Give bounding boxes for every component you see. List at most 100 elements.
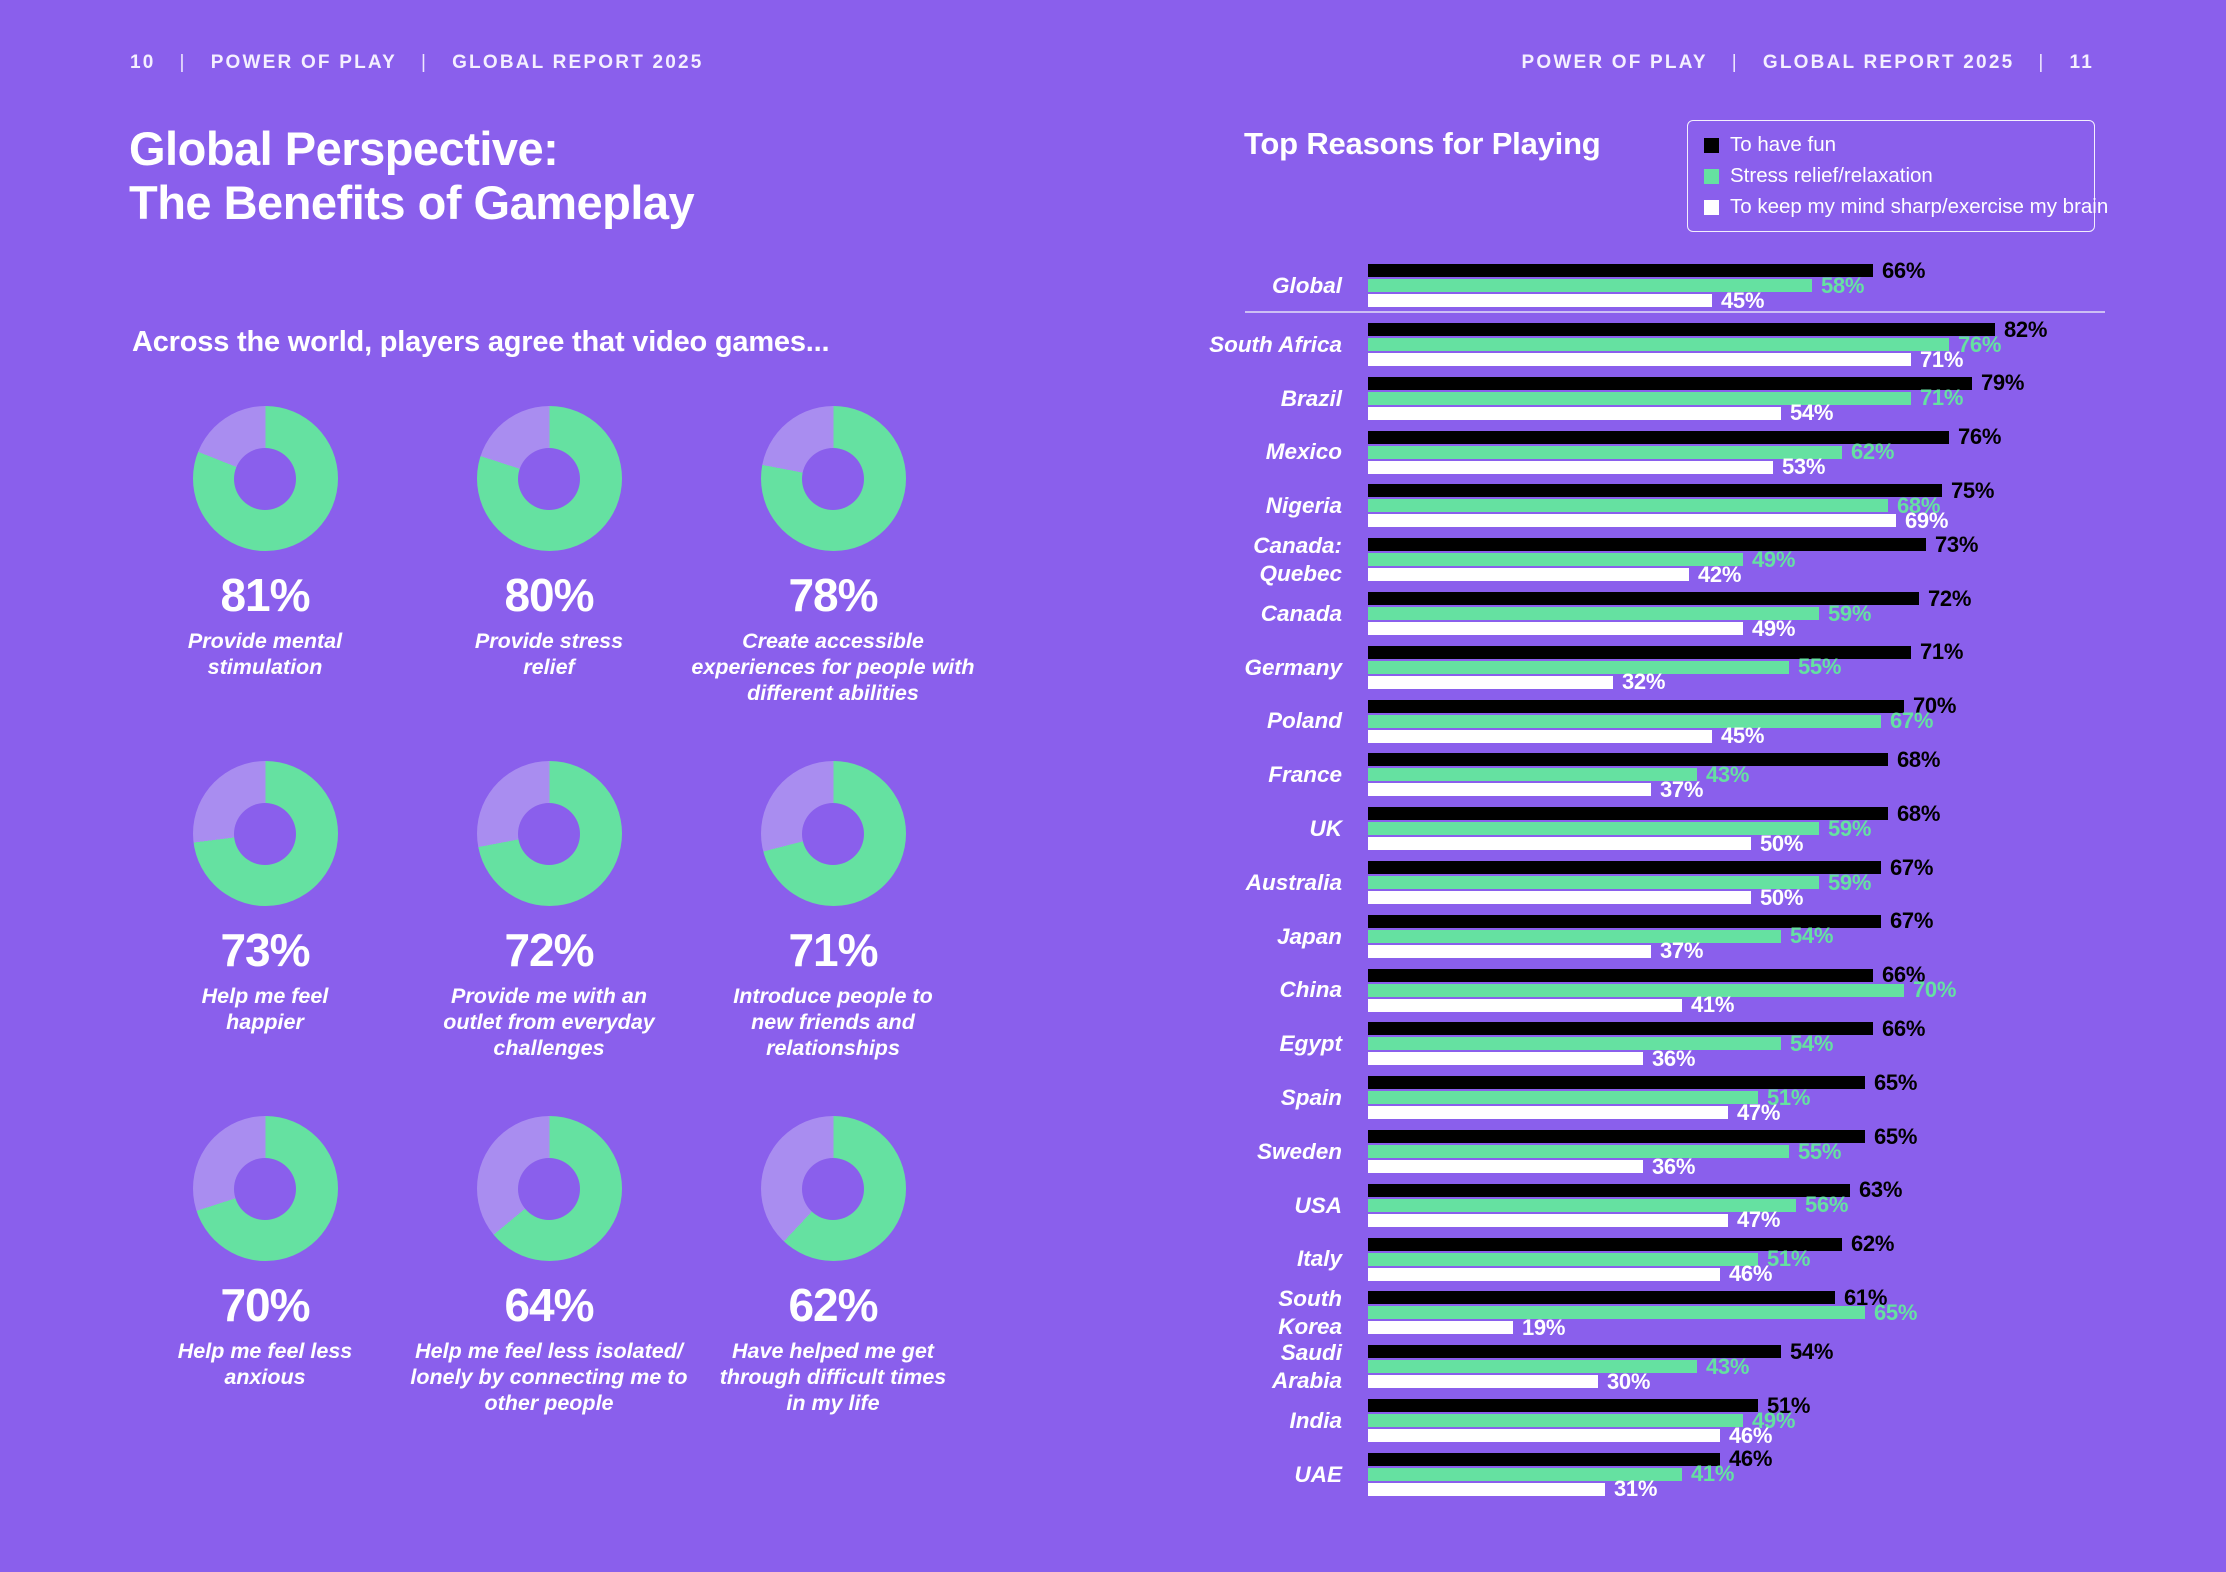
bar-value-label: 19%	[1522, 1314, 1566, 1340]
bar-value-label: 50%	[1760, 830, 1804, 856]
legend-label: Stress relief/relaxation	[1730, 164, 1933, 187]
bar-segment	[1368, 1482, 1605, 1496]
legend-swatch	[1704, 199, 1719, 215]
bar-segment	[1368, 660, 1789, 674]
row-label: South Korea	[1278, 1286, 1342, 1339]
bar-value-label: 66%	[1882, 962, 1926, 988]
row-label: Canada	[1260, 600, 1342, 626]
bar-value-label: 65%	[1874, 1123, 1918, 1149]
bar-value-label: 70%	[1913, 977, 1957, 1003]
bar-row: China 66% 70% 41%	[0, 962, 2226, 1017]
bar-segment	[1368, 1429, 1720, 1442]
donut-percentage: 72%	[504, 924, 594, 976]
section-subtitle: Across the world, players agree that vid…	[132, 326, 830, 358]
bar-segment	[1368, 1145, 1789, 1158]
legend-item: To keep my mind sharp/exercise my brain	[1704, 195, 2108, 219]
header-report: GLOBAL REPORT 2025	[452, 52, 704, 73]
donut-item: 81% Provide mental stimulation	[123, 406, 407, 761]
donut-hole	[802, 802, 864, 865]
donut-item: 80% Provide stress relief	[407, 406, 691, 761]
row-label: UAE	[1294, 1461, 1342, 1487]
donut-ring	[192, 1116, 338, 1261]
bar-value-label: 76%	[1958, 331, 2002, 357]
bar-segment	[1368, 514, 1896, 528]
bar-segment	[1368, 968, 1873, 982]
global-divider-line	[1245, 311, 2105, 313]
bar-segment	[1368, 645, 1911, 659]
bar-value-label: 32%	[1622, 669, 1666, 695]
row-label: Mexico	[1265, 439, 1342, 465]
donut-item: 70% Help me feel less anxious	[123, 1116, 407, 1471]
donut-percentage: 64%	[504, 1279, 594, 1331]
bar-segment	[1368, 499, 1888, 513]
bar-value-label: 54%	[1790, 923, 1834, 949]
bar-value-label: 49%	[1752, 546, 1796, 572]
bar-segment	[1368, 1360, 1697, 1374]
bar-value-label: 46%	[1729, 1422, 1773, 1448]
bar-value-label: 37%	[1660, 938, 1704, 964]
bar-value-label: 41%	[1691, 1461, 1735, 1487]
bar-value-label: 43%	[1706, 761, 1750, 787]
donut-ring	[760, 406, 906, 551]
bar-value-label: 42%	[1698, 561, 1742, 587]
bar-value-label: 36%	[1652, 1045, 1696, 1071]
donut-ring	[476, 406, 622, 551]
bar-row: Poland 70% 67% 45%	[0, 693, 2226, 748]
header-brand: POWER OF PLAY	[210, 52, 397, 73]
bar-value-label: 47%	[1737, 1207, 1781, 1233]
donut-percentage: 71%	[788, 924, 878, 976]
page-number-right: 11	[2069, 52, 2094, 73]
donut-caption: Provide me with an outlet from everyday …	[443, 984, 655, 1061]
bar-value-label: 55%	[1798, 654, 1842, 680]
bar-value-label: 71%	[1920, 639, 1964, 665]
bar-segment	[1368, 1052, 1643, 1066]
bar-value-label: 41%	[1691, 992, 1735, 1018]
bar-value-label: 65%	[1874, 1299, 1918, 1325]
row-label: Canada: Quebec	[1253, 533, 1342, 586]
chart-title: Top Reasons for Playing	[1244, 126, 1601, 161]
row-label: India	[1289, 1407, 1342, 1433]
donut-caption: Have helped me get through difficult tim…	[719, 1339, 947, 1416]
bar-value-label: 59%	[1828, 600, 1872, 626]
bar-segment	[1368, 1267, 1720, 1281]
bar-segment	[1368, 1037, 1781, 1051]
bar-value-label: 69%	[1905, 507, 1949, 533]
header-separator: |	[2038, 52, 2046, 73]
bar-row: Australia 67% 59% 50%	[0, 855, 2226, 910]
bar-segment	[1368, 1237, 1842, 1251]
bar-segment	[1368, 406, 1781, 420]
bar-segment	[1368, 891, 1751, 904]
donut-hole	[518, 447, 580, 510]
bar-value-label: 51%	[1767, 1392, 1811, 1418]
bar-segment	[1368, 484, 1942, 498]
bar-value-label: 43%	[1706, 1353, 1750, 1379]
row-label: Australia	[1245, 869, 1342, 895]
bar-segment	[1368, 807, 1888, 821]
donut-caption: Introduce people to new friends and rela…	[733, 984, 933, 1061]
donut-percentage: 70%	[220, 1279, 310, 1331]
donut-ring	[760, 761, 906, 906]
bar-segment	[1368, 1213, 1728, 1227]
bar-segment	[1368, 998, 1682, 1012]
bar-row-global: Global 66% 58% 45%	[0, 258, 2226, 313]
bar-segment	[1368, 1130, 1865, 1143]
bar-segment	[1368, 1375, 1598, 1389]
bar-value-label: 67%	[1890, 908, 1934, 934]
donut-item: 73% Help me feel happier	[123, 761, 407, 1116]
header-separator: |	[179, 52, 187, 73]
row-label: Japan	[1276, 923, 1342, 949]
legend-item: To have fun	[1704, 133, 2080, 157]
bar-segment	[1368, 1467, 1682, 1481]
bar-row: Germany 71% 55% 32%	[0, 639, 2226, 694]
bar-value-label: 47%	[1737, 1099, 1781, 1125]
bar-value-label: 36%	[1652, 1153, 1696, 1179]
legend-item: Stress relief/relaxation	[1704, 164, 2080, 188]
bar-value-label: 63%	[1859, 1177, 1903, 1203]
page-header-left: 10 | POWER OF PLAY | GLOBAL REPORT 2025	[130, 52, 704, 74]
bar-segment	[1368, 699, 1904, 713]
bar-value-label: 73%	[1935, 531, 1979, 557]
row-label: Germany	[1244, 654, 1342, 680]
bar-row: Italy 62% 51% 46%	[0, 1231, 2226, 1286]
bar-segment	[1368, 822, 1819, 836]
